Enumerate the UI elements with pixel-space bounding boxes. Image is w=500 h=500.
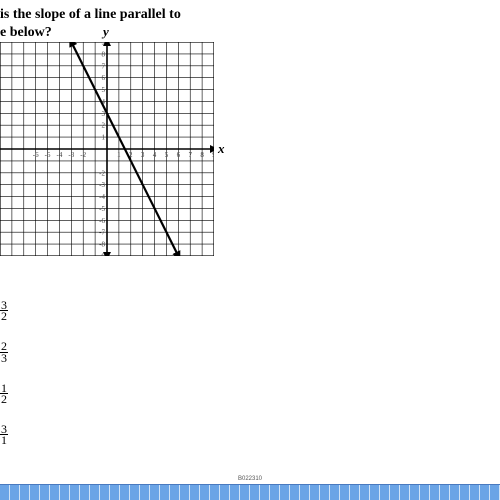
- svg-text:6: 6: [102, 74, 106, 82]
- footer-id: B022310: [238, 476, 262, 482]
- answer-a: 32: [0, 300, 8, 321]
- svg-text:9: 9: [102, 42, 106, 47]
- svg-text:-6: -6: [99, 217, 105, 225]
- svg-text:-8: -8: [99, 241, 105, 249]
- svg-text:8: 8: [102, 50, 106, 58]
- svg-text:7: 7: [188, 151, 192, 159]
- svg-text:-9: -9: [99, 253, 105, 257]
- svg-text:2: 2: [102, 122, 106, 130]
- svg-text:8: 8: [200, 151, 204, 159]
- svg-text:6: 6: [177, 151, 181, 159]
- question-line1: is the slope of a line parallel to: [0, 6, 181, 24]
- svg-text:3: 3: [141, 151, 145, 159]
- answer-options: 32 23 12 31: [0, 300, 8, 446]
- svg-text:5: 5: [165, 151, 169, 159]
- question-line2: e below?: [0, 24, 181, 42]
- svg-text:9: 9: [212, 151, 214, 159]
- svg-text:-5: -5: [45, 151, 51, 159]
- svg-text:5: 5: [102, 86, 106, 94]
- answer-d: 31: [0, 424, 8, 445]
- svg-text:-3: -3: [99, 181, 105, 189]
- svg-text:-2: -2: [80, 151, 86, 159]
- coordinate-plane-svg: 123456789-2-3-4-5-6123456789-2-3-4-5-6-7…: [0, 42, 214, 256]
- svg-text:-6: -6: [33, 151, 39, 159]
- svg-text:1: 1: [117, 151, 121, 159]
- svg-text:7: 7: [102, 62, 106, 70]
- y-axis-label: y: [103, 24, 109, 40]
- svg-text:-2: -2: [99, 169, 105, 177]
- svg-text:-5: -5: [99, 205, 105, 213]
- svg-text:-4: -4: [57, 151, 63, 159]
- svg-text:1: 1: [102, 134, 106, 142]
- coordinate-plane: y x 123456789-2-3-4-5-6123456789-2-3-4-5…: [0, 42, 214, 261]
- timeline-ruler[interactable]: [0, 484, 500, 500]
- svg-text:4: 4: [153, 151, 157, 159]
- answer-c: 12: [0, 383, 8, 404]
- x-axis-label: x: [218, 141, 225, 157]
- svg-text:-7: -7: [99, 229, 105, 237]
- svg-text:-3: -3: [68, 151, 74, 159]
- answer-b: 23: [0, 341, 8, 362]
- svg-text:-4: -4: [99, 193, 105, 201]
- question-text: is the slope of a line parallel to e bel…: [0, 6, 181, 41]
